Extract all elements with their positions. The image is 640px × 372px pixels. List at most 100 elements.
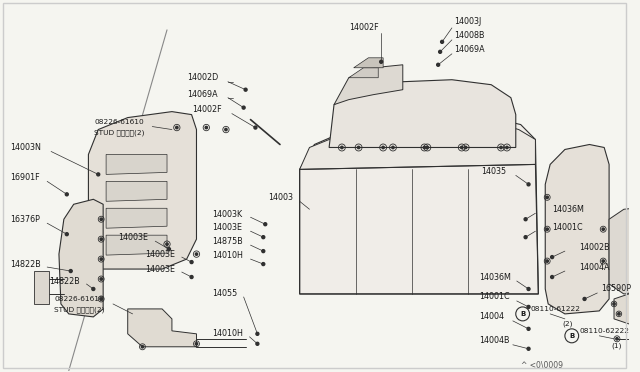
Circle shape [92,288,95,291]
Circle shape [357,146,360,149]
Circle shape [168,248,170,251]
Circle shape [616,338,618,340]
Text: 14069A: 14069A [187,90,218,99]
Circle shape [364,207,407,251]
Circle shape [413,201,468,257]
Circle shape [546,228,548,230]
Polygon shape [59,199,103,317]
Polygon shape [300,122,536,169]
Polygon shape [106,208,167,228]
Circle shape [65,193,68,196]
Text: 08110-62222: 08110-62222 [580,328,630,334]
Circle shape [419,207,463,251]
Polygon shape [106,154,167,174]
Text: 14010H: 14010H [212,251,243,260]
Circle shape [166,243,168,246]
Circle shape [527,327,530,330]
Circle shape [527,183,530,186]
Circle shape [380,60,383,63]
Circle shape [256,342,259,345]
Text: 14004B: 14004B [479,336,510,345]
Circle shape [254,126,257,129]
Text: 14003E: 14003E [145,250,175,259]
Text: 14002F: 14002F [193,105,222,114]
Text: ^ <0\0009: ^ <0\0009 [521,361,563,370]
Circle shape [382,146,385,149]
Polygon shape [128,309,196,347]
Text: 14002F: 14002F [349,23,378,32]
Text: 08110-61222: 08110-61222 [531,306,580,312]
Circle shape [476,207,518,251]
Circle shape [550,276,554,279]
Circle shape [242,106,245,109]
Polygon shape [609,207,640,294]
Circle shape [358,201,413,257]
Text: STUD スタッド(2): STUD スタッド(2) [94,129,145,136]
Circle shape [392,146,394,149]
Circle shape [175,126,178,129]
Text: 14003K: 14003K [212,210,243,219]
Text: 14036M: 14036M [479,273,511,282]
Circle shape [262,250,265,253]
Circle shape [602,228,604,230]
Text: 16590P: 16590P [601,285,631,294]
Polygon shape [329,80,516,147]
Circle shape [244,88,247,91]
Circle shape [527,305,530,308]
Text: 14001C: 14001C [552,223,583,232]
Circle shape [190,276,193,279]
Text: 14003: 14003 [268,193,293,202]
Circle shape [141,346,143,348]
Text: 14822B: 14822B [49,276,80,286]
Polygon shape [354,58,383,68]
Text: 14004A: 14004A [580,263,610,272]
Circle shape [262,263,265,266]
Text: 16376P: 16376P [10,215,40,224]
Text: 14002D: 14002D [187,73,218,82]
Circle shape [500,146,502,149]
Text: 14001C: 14001C [479,292,510,301]
Circle shape [100,258,102,260]
Circle shape [307,207,351,251]
Text: 14069A: 14069A [454,45,484,54]
Text: 14875B: 14875B [212,237,243,246]
Circle shape [436,63,440,66]
Text: 14004: 14004 [479,312,504,321]
Circle shape [65,232,68,236]
Circle shape [69,270,72,273]
Circle shape [426,146,429,149]
Text: 14035: 14035 [481,167,506,176]
Circle shape [256,332,259,335]
Circle shape [301,201,356,257]
Text: (2): (2) [562,321,572,327]
Polygon shape [35,271,49,304]
Circle shape [100,278,102,280]
Circle shape [195,253,198,255]
Text: 14003E: 14003E [118,232,148,242]
Polygon shape [300,118,538,294]
Polygon shape [545,144,609,314]
Text: 16901F: 16901F [10,173,40,182]
Circle shape [100,238,102,240]
Text: 08226-61610: 08226-61610 [54,296,104,302]
Text: 14822B: 14822B [10,260,40,269]
Circle shape [340,146,343,149]
Text: (1): (1) [611,343,621,349]
Text: 14003E: 14003E [145,264,175,273]
Circle shape [524,236,527,239]
Text: 14003E: 14003E [212,223,242,232]
Circle shape [506,146,508,149]
Circle shape [524,218,527,221]
Circle shape [440,40,444,44]
Text: 14055: 14055 [212,289,237,298]
Circle shape [97,173,100,176]
Text: STUD スタッド(2): STUD スタッド(2) [54,307,104,313]
Text: 14010H: 14010H [212,329,243,338]
Circle shape [470,201,525,257]
Circle shape [195,343,198,345]
Circle shape [465,146,467,149]
Circle shape [613,303,615,305]
Polygon shape [614,294,640,324]
Text: B: B [569,333,574,339]
Polygon shape [106,235,167,255]
